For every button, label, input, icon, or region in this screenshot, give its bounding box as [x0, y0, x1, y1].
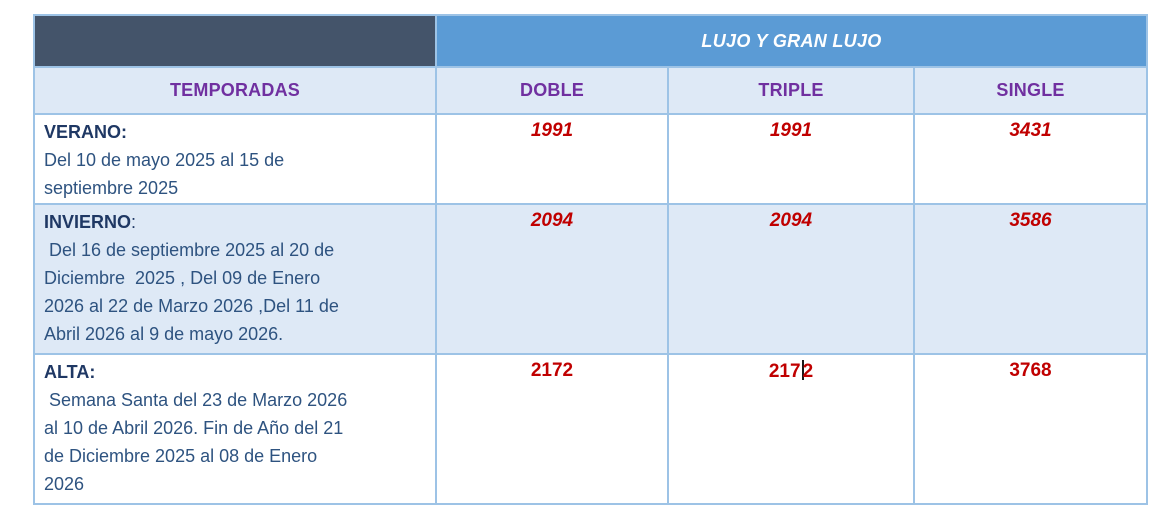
season-dates-line: 2026 al 22 de Marzo 2026 ,Del 11 de: [44, 296, 339, 316]
season-label: VERANO:: [44, 122, 128, 142]
season-label: INVIERNO: [44, 212, 132, 232]
price-cell-invierno-triple[interactable]: 2094: [667, 203, 915, 355]
column-header-row: TEMPORADAS DOBLE TRIPLE SINGLE: [33, 66, 1149, 115]
price-cell-verano-doble[interactable]: 1991: [435, 113, 669, 205]
table-row-invierno: INVIERNO: Del 16 de septiembre 2025 al 2…: [33, 203, 1149, 355]
price-value: 2094: [769, 210, 813, 231]
corner-cell[interactable]: [33, 14, 437, 68]
season-dates-line: Del 10 de mayo 2025 al 15 de: [44, 150, 285, 170]
price-value: 3586: [1009, 210, 1052, 231]
header-label-temporadas: TEMPORADAS: [169, 80, 300, 100]
season-cell-alta[interactable]: ALTA: Semana Santa del 23 de Marzo 2026 …: [33, 353, 437, 505]
header-cell-temporadas[interactable]: TEMPORADAS: [33, 66, 437, 115]
season-dates-line: Abril 2026 al 9 de mayo 2026.: [44, 324, 284, 344]
price-cell-verano-single[interactable]: 3431: [912, 113, 1149, 205]
season-dates-line: Diciembre 2025 , Del 09 de Enero: [44, 268, 321, 288]
header-cell-doble[interactable]: DOBLE: [435, 66, 669, 115]
pricing-table: LUJO Y GRAN LUJO TEMPORADAS DOBLE TRIPLE…: [33, 14, 1149, 505]
price-value: 2: [802, 361, 814, 382]
season-title-line: INVIERNO:: [44, 208, 429, 236]
season-dates-line: 2026: [44, 474, 85, 494]
price-value: 3768: [1009, 360, 1052, 381]
price-value: 1991: [530, 120, 574, 141]
text-cursor: [801, 360, 804, 380]
table-row-verano: VERANO: Del 10 de mayo 2025 al 15 de sep…: [33, 113, 1149, 205]
header-label-triple: TRIPLE: [758, 80, 824, 100]
price-value: 3431: [1009, 120, 1052, 141]
price-value: 217: [768, 361, 801, 382]
season-title-line: VERANO:: [44, 118, 429, 146]
season-title-line: ALTA:: [44, 358, 429, 386]
group-header-cell[interactable]: LUJO Y GRAN LUJO: [434, 14, 1149, 68]
price-cell-verano-triple[interactable]: 1991: [667, 113, 915, 205]
price-value: 2172: [530, 360, 574, 381]
season-dates-line: septiembre 2025: [44, 178, 179, 198]
header-label-doble: DOBLE: [520, 80, 584, 100]
season-label-suffix: :: [131, 212, 137, 232]
season-dates-line: Semana Santa del 23 de Marzo 2026: [44, 390, 348, 410]
price-value: 2094: [530, 210, 574, 231]
header-cell-triple[interactable]: TRIPLE: [667, 66, 915, 115]
price-cell-alta-single[interactable]: 3768: [912, 353, 1149, 505]
season-dates-line: Del 16 de septiembre 2025 al 20 de: [44, 240, 335, 260]
price-cell-alta-doble[interactable]: 2172: [435, 353, 669, 505]
season-cell-verano[interactable]: VERANO: Del 10 de mayo 2025 al 15 de sep…: [33, 113, 437, 205]
price-cell-invierno-single[interactable]: 3586: [912, 203, 1149, 355]
table-row-alta: ALTA: Semana Santa del 23 de Marzo 2026 …: [33, 353, 1149, 505]
season-cell-invierno[interactable]: INVIERNO: Del 16 de septiembre 2025 al 2…: [33, 203, 437, 355]
group-header-label: LUJO Y GRAN LUJO: [701, 30, 882, 51]
header-cell-single[interactable]: SINGLE: [912, 66, 1149, 115]
season-dates-line: al 10 de Abril 2026. Fin de Año del 21: [44, 418, 344, 438]
price-value: 1991: [769, 120, 813, 141]
price-cell-invierno-doble[interactable]: 2094: [435, 203, 669, 355]
season-label: ALTA:: [44, 362, 96, 382]
header-label-single: SINGLE: [996, 80, 1065, 100]
season-dates-line: de Diciembre 2025 al 08 de Enero: [44, 446, 318, 466]
price-cell-alta-triple[interactable]: 217 2: [667, 353, 915, 505]
group-header-row: LUJO Y GRAN LUJO: [33, 14, 1149, 68]
